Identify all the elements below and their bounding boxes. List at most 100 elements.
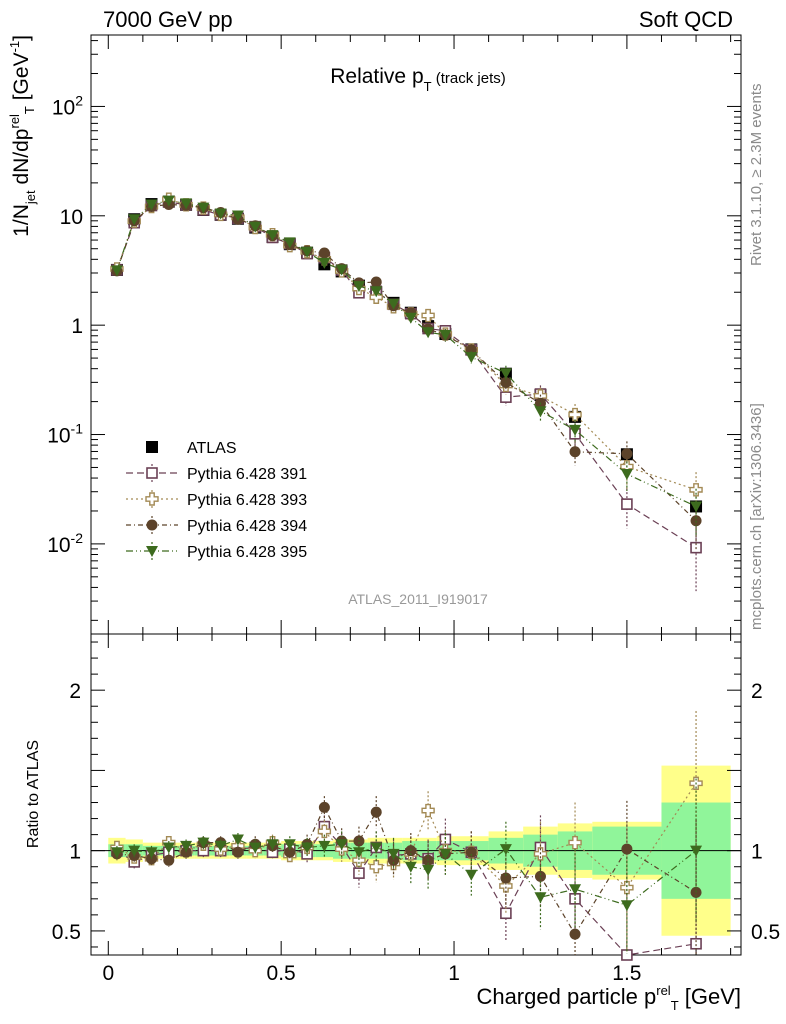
ratio-point [421,803,435,818]
series-line [116,198,697,491]
data-point [621,448,633,460]
ratio-point [465,869,478,881]
data-point [162,195,175,207]
data-point [620,469,633,481]
y-tick-label: 102 [52,92,83,119]
data-point [231,210,244,222]
ratio-series-line [116,825,697,956]
ratio-point [180,840,193,852]
ratio-point [231,834,244,846]
ratio-point [369,860,383,874]
ratio-point [499,844,512,856]
axis-ticks: 0 0.5 1 1.5 10-2 10-1 1 10 102 0.5 0.5 1 1 2 2 [47,35,780,985]
legend-label: Pythia 6.428 395 [187,544,307,561]
data-point [499,368,512,380]
legend-label: Pythia 6.428 394 [187,518,307,535]
legend-entry-3: Pythia 6.428 394 [126,516,307,535]
main-y-axis-label: 1/Njet dN/dprelT [GeV-1] [7,35,38,237]
legend-entry-1: Pythia 6.428 391 [126,464,307,483]
data-point [465,352,478,364]
ratio-point [352,853,366,868]
ratio-point [690,845,703,857]
ratio-point [249,842,262,854]
data-point [128,214,141,226]
data-point [266,230,279,242]
y-tick-label: 10-1 [47,421,83,448]
data-point [318,247,330,259]
main-series-0 [110,195,703,513]
ratio-point [422,864,435,876]
data-point [301,246,314,258]
legend-marker [146,467,158,479]
legend-marker [146,546,158,557]
data-point [249,221,262,233]
y-tick-label: 10-2 [47,530,83,557]
ratio-point [388,854,400,866]
ratio-y-tick-label: 2 [69,680,81,703]
x-axis-label: Charged particle prelT [GeV] [476,983,741,1013]
ratio-point [214,840,227,852]
data-point [283,237,296,249]
data-point [335,264,348,276]
ratio-point [569,884,582,896]
ratio-point [318,801,330,813]
ratio-point [370,806,382,818]
ratio-point [353,835,365,847]
ratio-point [534,870,546,882]
legend: ATLAS Pythia 6.428 391 Pythia 6.428 393 Pyt… [126,440,307,561]
legend-entry-4: Pythia 6.428 395 [126,542,307,561]
axis-labels: Relative pT (track jets) ATLAS_2011_I9190… [7,35,741,1013]
data-point [352,281,365,293]
data-point [690,501,703,513]
ratio-point [335,839,348,851]
data-point [197,202,210,214]
legend-entry-2: Pythia 6.428 393 [126,490,307,509]
y-tick-label: 1 [71,315,83,338]
ratio-point [352,847,365,859]
legend-marker [146,519,158,531]
data-point [422,327,435,339]
data-point [110,265,123,277]
series-line [116,203,697,522]
header-left: 7000 GeV pp [103,7,233,32]
ratio-plot [110,711,703,961]
ratio-point [128,845,141,857]
ratio-series-4 [110,778,703,954]
ratio-point [500,872,512,884]
data-point [534,406,547,418]
data-point [421,308,435,323]
ratio-point [162,842,175,854]
ratio-point [569,928,581,940]
y-tick-label: 10 [60,206,83,229]
data-point [387,298,400,310]
ratio-plot-frame [90,633,742,956]
ratio-point [620,880,634,895]
data-point [439,329,452,341]
ratio-point [163,854,175,866]
legend-label: Pythia 6.428 391 [187,466,307,483]
ratio-point [439,848,452,860]
data-point [500,377,512,389]
ratio-point [370,842,383,854]
legend-entry-0: ATLAS [146,440,237,457]
ratio-point [301,842,314,854]
ratio-point [534,892,547,904]
legend-marker [145,492,159,506]
data-point [568,407,582,422]
data-point [690,515,702,527]
ratio-point [197,837,210,849]
ratio-y-tick-label: 1 [69,841,81,864]
data-point [621,498,633,510]
ratio-y-tick-label: 0.5 [52,921,81,944]
ratio-point [232,846,244,858]
data-point [214,208,227,220]
data-point [370,286,383,298]
ratio-point [283,839,296,851]
ratio-y-axis-label: Ratio to ATLAS [25,740,42,848]
x-tick-label: 1 [448,962,460,985]
ratio-point [353,867,365,879]
ratio-y-tick-label-right: 1 [751,841,763,864]
ratio-point [318,840,331,852]
ratio-point [317,824,332,839]
